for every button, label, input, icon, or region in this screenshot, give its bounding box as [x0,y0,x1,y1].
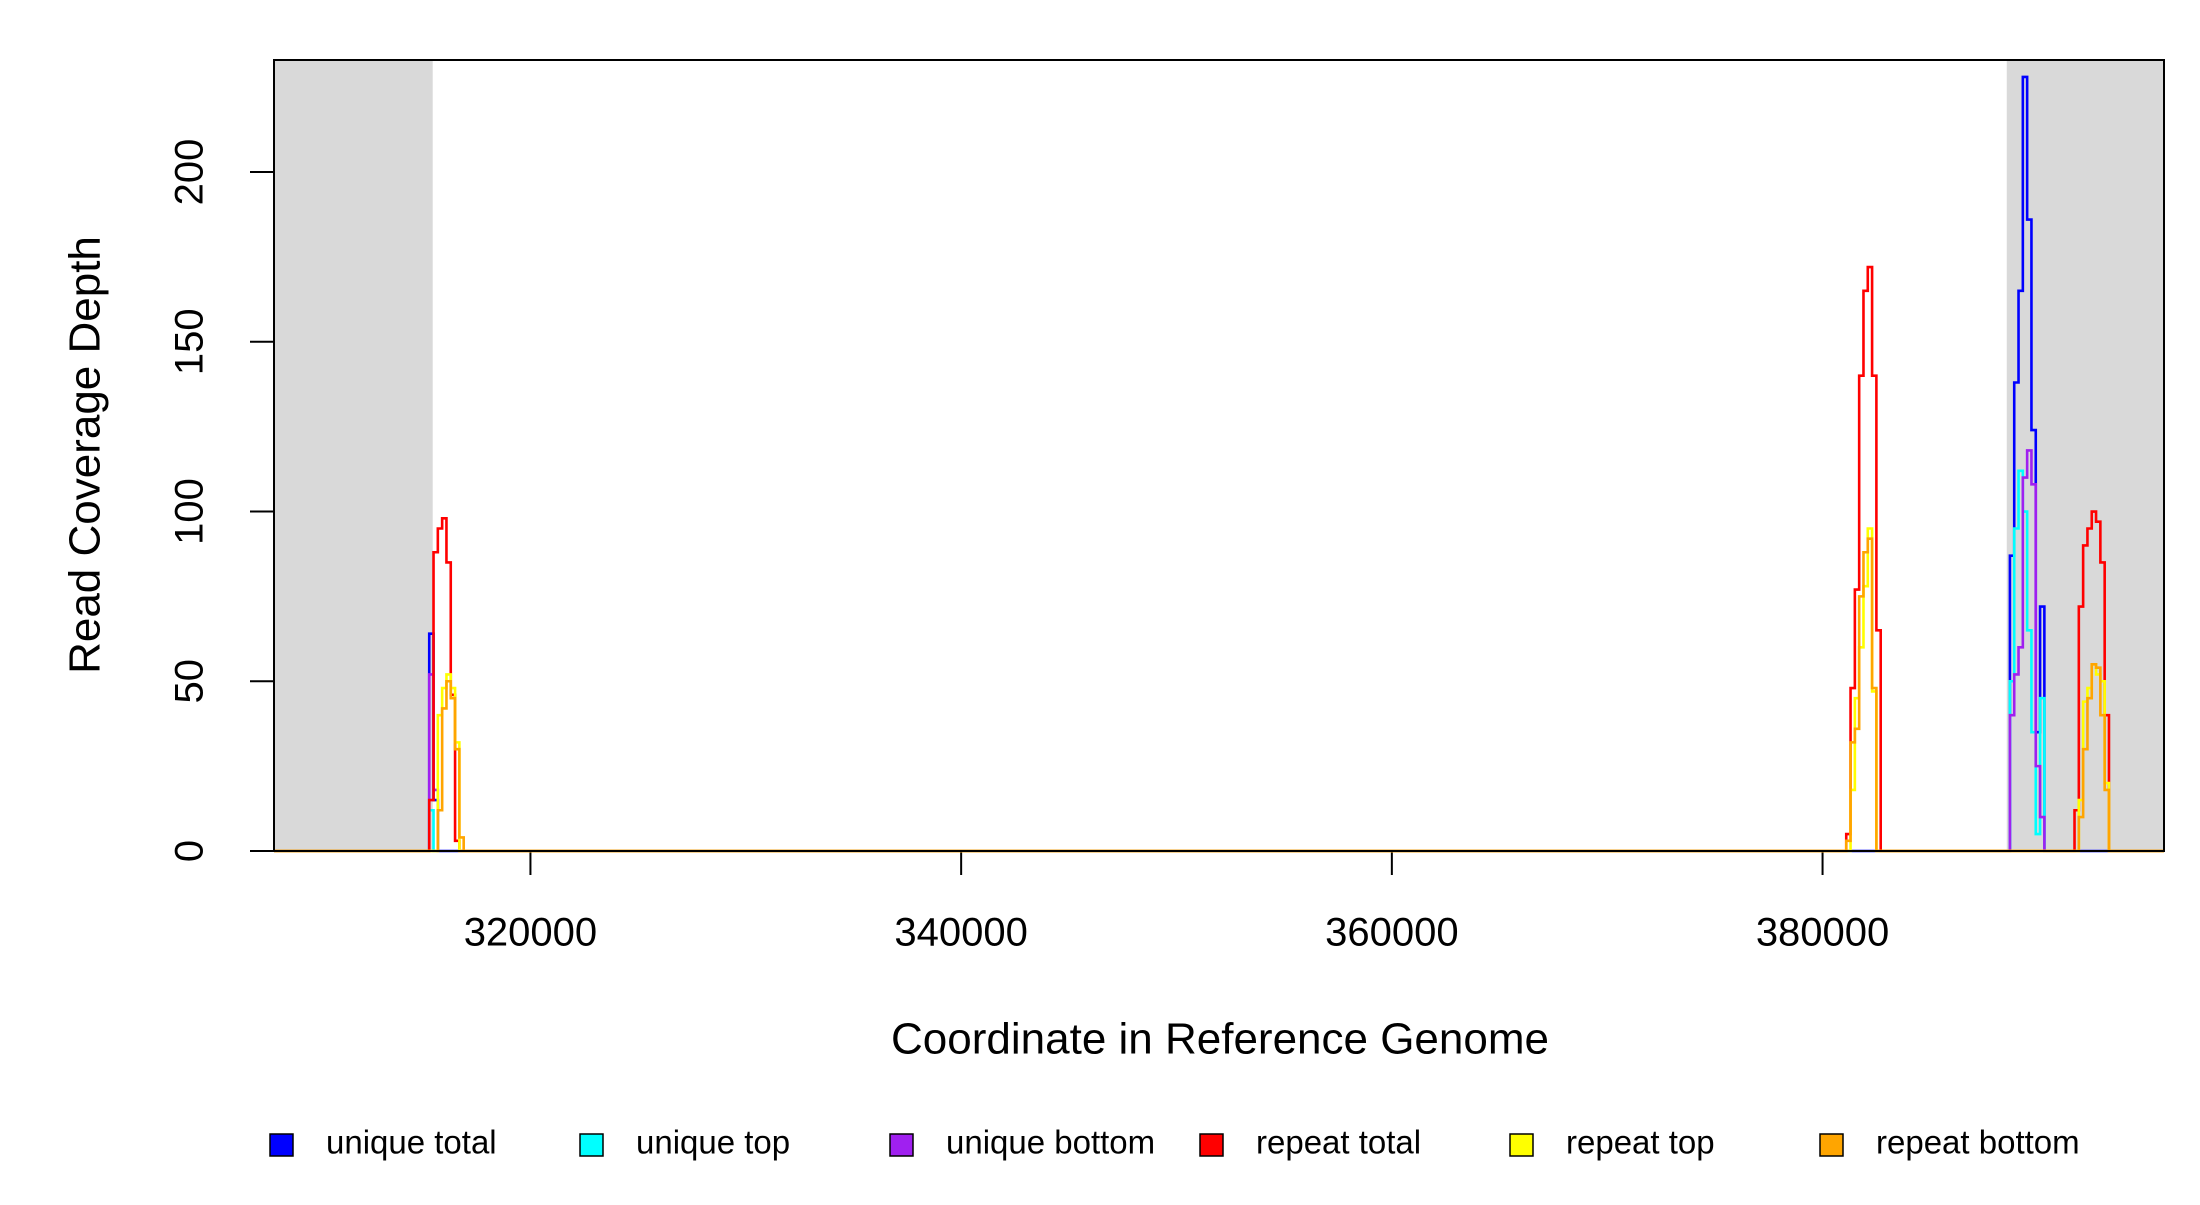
plot-frame [273,59,2165,852]
y-tick-label: 150 [168,308,212,375]
legend-label: unique top [636,1124,790,1161]
y-tick-label: 200 [168,139,212,206]
legend-swatch [889,1133,914,1157]
legend-label: repeat top [1566,1124,1715,1161]
x-tick-label: 320000 [464,911,597,955]
legend-swatch [1819,1133,1844,1157]
legend-swatch [1199,1133,1224,1157]
y-tick-label: 50 [168,659,212,704]
shaded-region [274,60,433,851]
x-tick-label: 340000 [894,911,1027,955]
legend-swatch [1509,1133,1534,1157]
x-tick-label: 360000 [1325,911,1458,955]
series-line [274,537,2164,853]
legend-swatch [579,1133,604,1157]
y-tick-label: 100 [168,478,212,545]
legend-label: unique total [326,1124,497,1161]
x-axis-label: Coordinate in Reference Genome [891,1015,1549,1064]
legend-label: repeat bottom [1876,1124,2080,1161]
series-line [274,265,2164,853]
y-axis-label: Read Coverage Depth [61,236,110,674]
legend-label: unique bottom [946,1124,1155,1161]
legend-label: repeat total [1256,1124,1421,1161]
shaded-region [2006,60,2164,851]
y-tick-label: 0 [168,840,212,862]
legend-swatch [269,1133,294,1157]
x-tick-label: 380000 [1756,911,1889,955]
